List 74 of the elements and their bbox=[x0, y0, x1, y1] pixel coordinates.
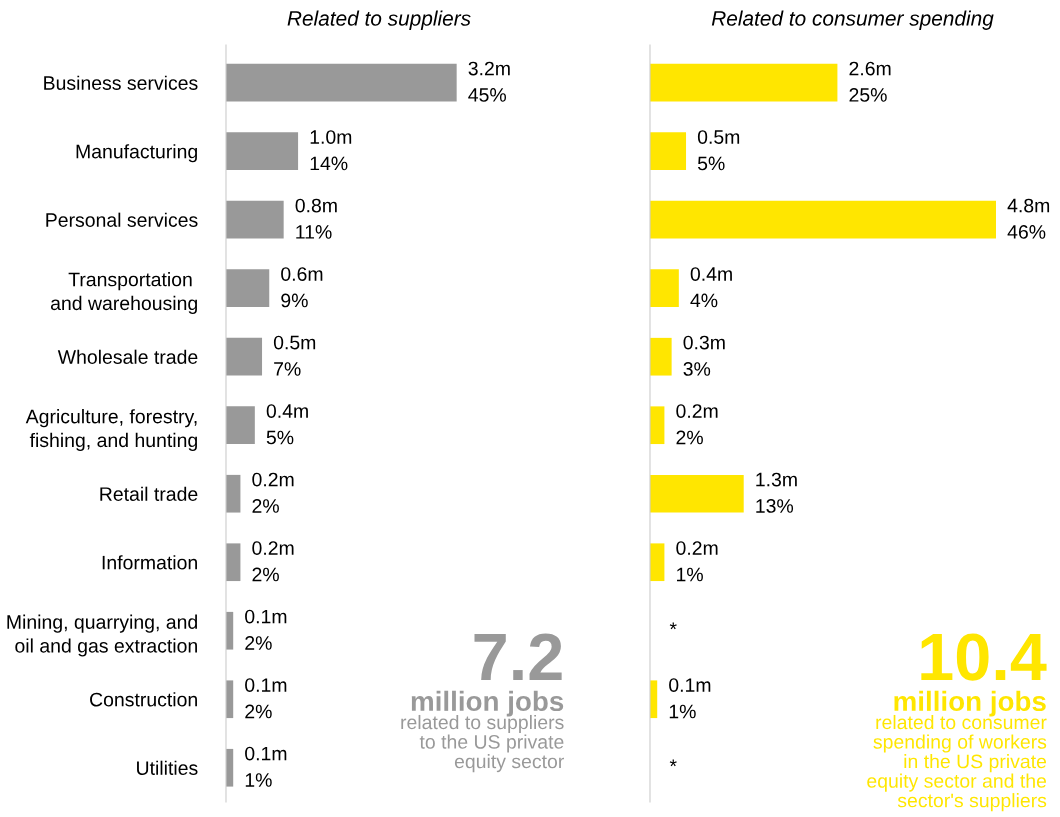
bar bbox=[650, 63, 838, 102]
annotation: 10.4 bbox=[921, 633, 1047, 681]
annotation: 45% bbox=[468, 88, 506, 102]
y-tick-label: Information bbox=[102, 555, 197, 570]
data-label: 0.1m bbox=[669, 678, 711, 692]
data-label: 0.5m bbox=[273, 335, 316, 350]
bar bbox=[226, 474, 241, 513]
bar bbox=[650, 543, 665, 582]
bar bbox=[650, 406, 665, 445]
text: * bbox=[669, 759, 677, 767]
data-label: 0.6m bbox=[281, 267, 323, 281]
y-tick-label: Business services bbox=[44, 75, 198, 90]
bar bbox=[650, 269, 679, 308]
annotation: 9% bbox=[281, 293, 308, 308]
annotation: 2% bbox=[245, 636, 272, 650]
y-tick-label: Wholesale trade bbox=[57, 349, 198, 364]
bar bbox=[650, 132, 687, 171]
y-tick-label: Retail trade bbox=[100, 486, 198, 501]
data-label: 0.2m bbox=[252, 472, 294, 487]
chart-title: Related to suppliers bbox=[287, 10, 471, 30]
data-label: 0.4m bbox=[266, 404, 308, 418]
data-label: 0.8m bbox=[295, 198, 337, 213]
annotation: 5% bbox=[697, 156, 725, 171]
data-label: 1.0m bbox=[310, 130, 352, 144]
annotation: 4% bbox=[690, 293, 718, 308]
y-tick-label: Agriculture, forestry, fishing, and hunting bbox=[25, 409, 197, 451]
data-label: 0.4m bbox=[690, 267, 732, 281]
bar bbox=[226, 200, 284, 239]
bar bbox=[650, 474, 744, 513]
data-label: 0.2m bbox=[252, 541, 294, 555]
annotation: 3% bbox=[683, 362, 711, 376]
annotation: 2% bbox=[252, 567, 279, 582]
data-label: 0.2m bbox=[676, 404, 718, 418]
data-label: 1.3m bbox=[756, 472, 797, 487]
chart-title: Related to consumer spending bbox=[711, 10, 994, 30]
annotation: 2% bbox=[245, 704, 272, 719]
annotation: 11% bbox=[296, 225, 332, 239]
annotation: 1% bbox=[245, 773, 272, 787]
y-tick-label: Manufacturing bbox=[76, 144, 197, 163]
bar bbox=[226, 543, 241, 582]
data-label: 0.1m bbox=[245, 609, 287, 624]
bar bbox=[650, 337, 672, 376]
data-label: 0.2m bbox=[676, 541, 718, 555]
bar bbox=[650, 200, 996, 239]
annotation: 46% bbox=[1007, 225, 1046, 239]
data-label: 4.8m bbox=[1007, 198, 1050, 213]
data-label: 3.2m bbox=[468, 61, 510, 76]
bar bbox=[226, 63, 457, 102]
bar bbox=[226, 269, 270, 308]
annotation: 2% bbox=[676, 430, 703, 445]
annotation: 7% bbox=[274, 362, 301, 376]
data-label: 0.3m bbox=[683, 335, 725, 350]
data-label: 0.1m bbox=[245, 746, 287, 761]
y-tick-label: Personal services bbox=[46, 212, 198, 227]
annotation: 14% bbox=[310, 156, 348, 171]
data-label: 0.1m bbox=[245, 678, 287, 692]
annotation: related to suppliers to the US private equity sector bbox=[401, 714, 564, 773]
data-label: 2.6m bbox=[849, 61, 891, 76]
y-tick-label: Transportation and warehousing bbox=[50, 272, 197, 314]
annotation: 1% bbox=[669, 704, 696, 719]
y-tick-label: Construction bbox=[90, 692, 197, 707]
bar bbox=[226, 337, 263, 376]
annotation: 13% bbox=[756, 499, 794, 513]
y-tick-label: Mining, quarrying, and oil and gas extraction bbox=[7, 614, 197, 657]
text: * bbox=[669, 622, 677, 630]
annotation: 25% bbox=[849, 88, 887, 102]
annotation: 1% bbox=[677, 567, 703, 582]
y-tick-label: Utilities bbox=[137, 760, 198, 775]
bar bbox=[226, 132, 299, 171]
data-label: 0.5m bbox=[697, 130, 740, 144]
annotation: 2% bbox=[252, 499, 279, 513]
text: 7.2 bbox=[474, 633, 562, 680]
bar bbox=[226, 406, 255, 445]
annotation: 5% bbox=[266, 430, 294, 445]
